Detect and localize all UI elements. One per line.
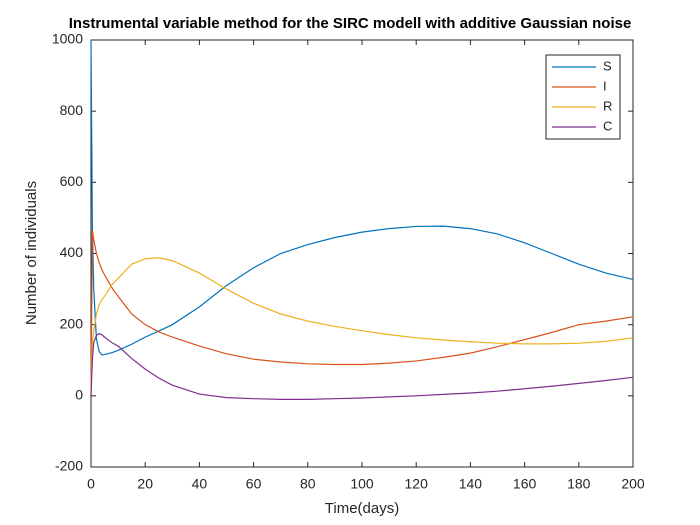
legend-label: S [603,58,612,73]
x-tick-label: 200 [621,476,645,492]
y-tick-label: 800 [60,102,84,118]
y-tick-label: -200 [55,458,83,474]
series-line [90,39,634,356]
legend-label: I [603,78,607,93]
legend-label: R [603,98,612,113]
y-tick-label: 400 [60,244,84,260]
x-tick-label: 100 [350,476,374,492]
series-line [90,230,634,396]
y-tick-label: 1000 [52,31,83,47]
x-axis-label: Time(days) [325,500,399,517]
x-tick-label: 120 [405,476,429,492]
x-tick-label: 60 [246,476,262,492]
x-tick-label: 160 [513,476,537,492]
legend-label: C [603,118,612,133]
chart-title: Instrumental variable method for the SIR… [69,15,632,32]
x-tick-label: 180 [567,476,591,492]
plot-area [90,39,634,468]
x-tick-label: 20 [137,476,153,492]
y-tick-label: 0 [75,387,83,403]
y-tick-label: 600 [60,173,84,189]
series-line [90,332,634,400]
legend-box [545,54,621,140]
series-line [90,257,634,396]
x-tick-label: 80 [300,476,316,492]
x-tick-label: 40 [192,476,208,492]
y-tick-label: 200 [60,315,84,331]
x-tick-label: 0 [87,476,95,492]
y-axis-label: Number of individuals [23,181,40,325]
x-tick-label: 140 [459,476,483,492]
